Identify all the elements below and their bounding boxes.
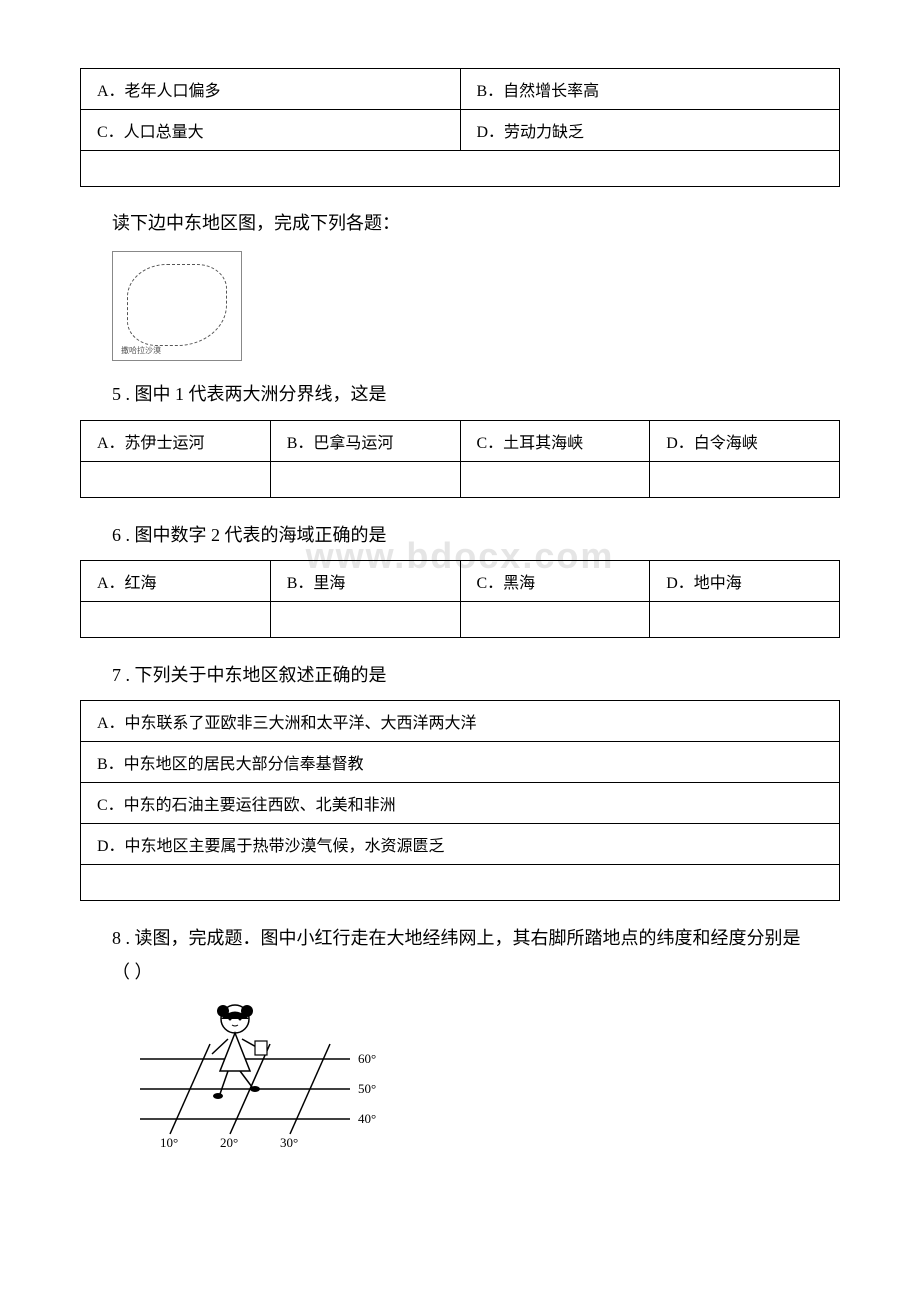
q7-option-c: C．中东的石油主要运往西欧、北美和非洲 xyxy=(81,782,840,823)
q7-text: 7 . 下列关于中东地区叙述正确的是 xyxy=(80,658,840,692)
lat-lon-grid-image: 60° 50° 40° 10° 20° 30° xyxy=(140,999,840,1149)
lat-60-label: 60° xyxy=(358,1051,376,1066)
q6-options-table: A．红海 B．里海 C．黑海 D．地中海 xyxy=(80,560,840,638)
q6-empty-1 xyxy=(81,601,271,637)
q5-options-table: A．苏伊士运河 B．巴拿马运河 C．土耳其海峡 D．白令海峡 xyxy=(80,420,840,498)
q5-option-b: B．巴拿马运河 xyxy=(270,420,460,461)
q7-options-table: A．中东联系了亚欧非三大洲和太平洋、大西洋两大洋 B．中东地区的居民大部分信奉基… xyxy=(80,700,840,901)
q7-empty xyxy=(81,864,840,900)
q4-option-c: C．人口总量大 xyxy=(81,110,461,151)
q5-empty-1 xyxy=(81,461,271,497)
lon-30-label: 30° xyxy=(280,1135,298,1149)
q6-option-b: B．里海 xyxy=(270,560,460,601)
q5-option-d: D．白令海峡 xyxy=(650,420,840,461)
lat-40-label: 40° xyxy=(358,1111,376,1126)
q6-option-c: C．黑海 xyxy=(460,560,650,601)
q7-option-d: D．中东地区主要属于热带沙漠气候，水资源匮乏 xyxy=(81,823,840,864)
q4-option-d: D．劳动力缺乏 xyxy=(460,110,840,151)
q6-empty-3 xyxy=(460,601,650,637)
lat-50-label: 50° xyxy=(358,1081,376,1096)
q4-empty-row xyxy=(81,151,840,187)
q5-text: 5 . 图中 1 代表两大洲分界线，这是 xyxy=(80,377,840,411)
middle-east-map: 撒哈拉沙漠 xyxy=(112,251,840,361)
lon-20-label: 20° xyxy=(220,1135,238,1149)
q8-text: 8 . 读图，完成题．图中小红行走在大地经纬网上，其右脚所踏地点的纬度和经度分别… xyxy=(80,921,840,989)
q7-option-a: A．中东联系了亚欧非三大洲和太平洋、大西洋两大洋 xyxy=(81,700,840,741)
q4-option-a: A．老年人口偏多 xyxy=(81,69,461,110)
lon-10-label: 10° xyxy=(160,1135,178,1149)
map-caption: 撒哈拉沙漠 xyxy=(121,345,161,356)
person-icon xyxy=(212,1005,267,1099)
q4-options-table: A．老年人口偏多 B．自然增长率高 C．人口总量大 D．劳动力缺乏 xyxy=(80,68,840,187)
q4-option-b: B．自然增长率高 xyxy=(460,69,840,110)
q6-empty-2 xyxy=(270,601,460,637)
q5-option-a: A．苏伊士运河 xyxy=(81,420,271,461)
q6-text: 6 . 图中数字 2 代表的海域正确的是 xyxy=(80,518,840,552)
q5-empty-4 xyxy=(650,461,840,497)
q5-option-c: C．土耳其海峡 xyxy=(460,420,650,461)
q5-empty-3 xyxy=(460,461,650,497)
q6-option-a: A．红海 xyxy=(81,560,271,601)
q7-option-b: B．中东地区的居民大部分信奉基督教 xyxy=(81,741,840,782)
q5-empty-2 xyxy=(270,461,460,497)
q6-empty-4 xyxy=(650,601,840,637)
q6-option-d: D．地中海 xyxy=(650,560,840,601)
middle-east-intro: 读下边中东地区图，完成下列各题： xyxy=(80,207,840,239)
